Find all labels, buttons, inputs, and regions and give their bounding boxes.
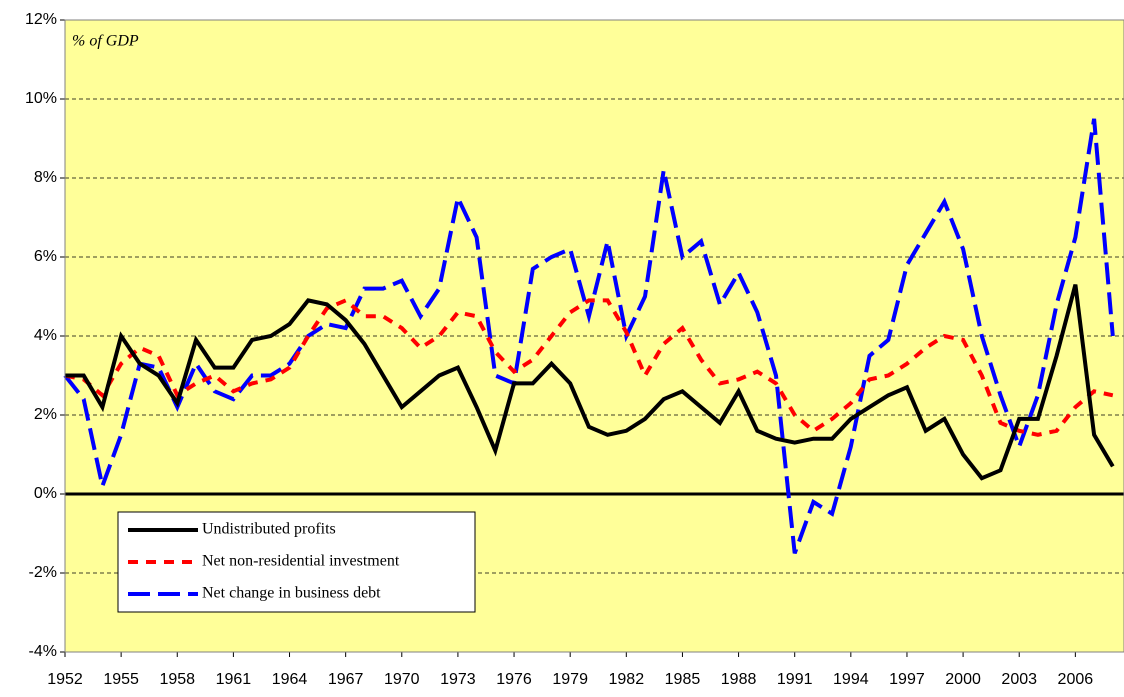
- x-tick-label: 2006: [1058, 671, 1094, 688]
- y-tick-label: 10%: [25, 90, 57, 107]
- y-tick-label: -4%: [29, 643, 57, 660]
- y-tick-label: 6%: [34, 248, 57, 265]
- y-tick-label: 0%: [34, 485, 57, 502]
- y-tick-label: -2%: [29, 564, 57, 581]
- y-tick-label: 8%: [34, 169, 57, 186]
- x-tick-label: 1964: [272, 671, 308, 688]
- plot-border: [64, 19, 1124, 653]
- x-tick-label: 1985: [665, 671, 701, 688]
- x-tick-label: 2003: [1001, 671, 1037, 688]
- x-tick-label: 1976: [496, 671, 532, 688]
- legend-label: Undistributed profits: [202, 521, 336, 538]
- x-tick-label: 1967: [328, 671, 364, 688]
- x-tick-label: 1952: [47, 671, 83, 688]
- x-tick-label: 1961: [216, 671, 252, 688]
- series-line: [65, 284, 1115, 481]
- x-tick-label: 1982: [609, 671, 645, 688]
- annotation: % of GDP: [72, 33, 139, 50]
- y-tick-label: 4%: [34, 327, 57, 344]
- series-line: [63, 118, 1115, 554]
- x-tick-label: 1997: [889, 671, 925, 688]
- x-tick-label: 1970: [384, 671, 420, 688]
- x-tick-label: 2000: [945, 671, 981, 688]
- x-tick-label: 1955: [103, 671, 139, 688]
- x-tick-label: 1994: [833, 671, 869, 688]
- x-tick-label: 1991: [777, 671, 813, 688]
- series-line: [64, 298, 1114, 437]
- y-tick-label: 2%: [34, 406, 57, 423]
- legend-label: Net non-residential investment: [202, 553, 400, 570]
- x-tick-label: 1979: [552, 671, 588, 688]
- x-tick-label: 1973: [440, 671, 476, 688]
- y-tick-label: 12%: [25, 11, 57, 28]
- legend-label: Net change in business debt: [202, 585, 381, 602]
- x-tick-label: 1958: [159, 671, 195, 688]
- x-tick-label: 1988: [721, 671, 757, 688]
